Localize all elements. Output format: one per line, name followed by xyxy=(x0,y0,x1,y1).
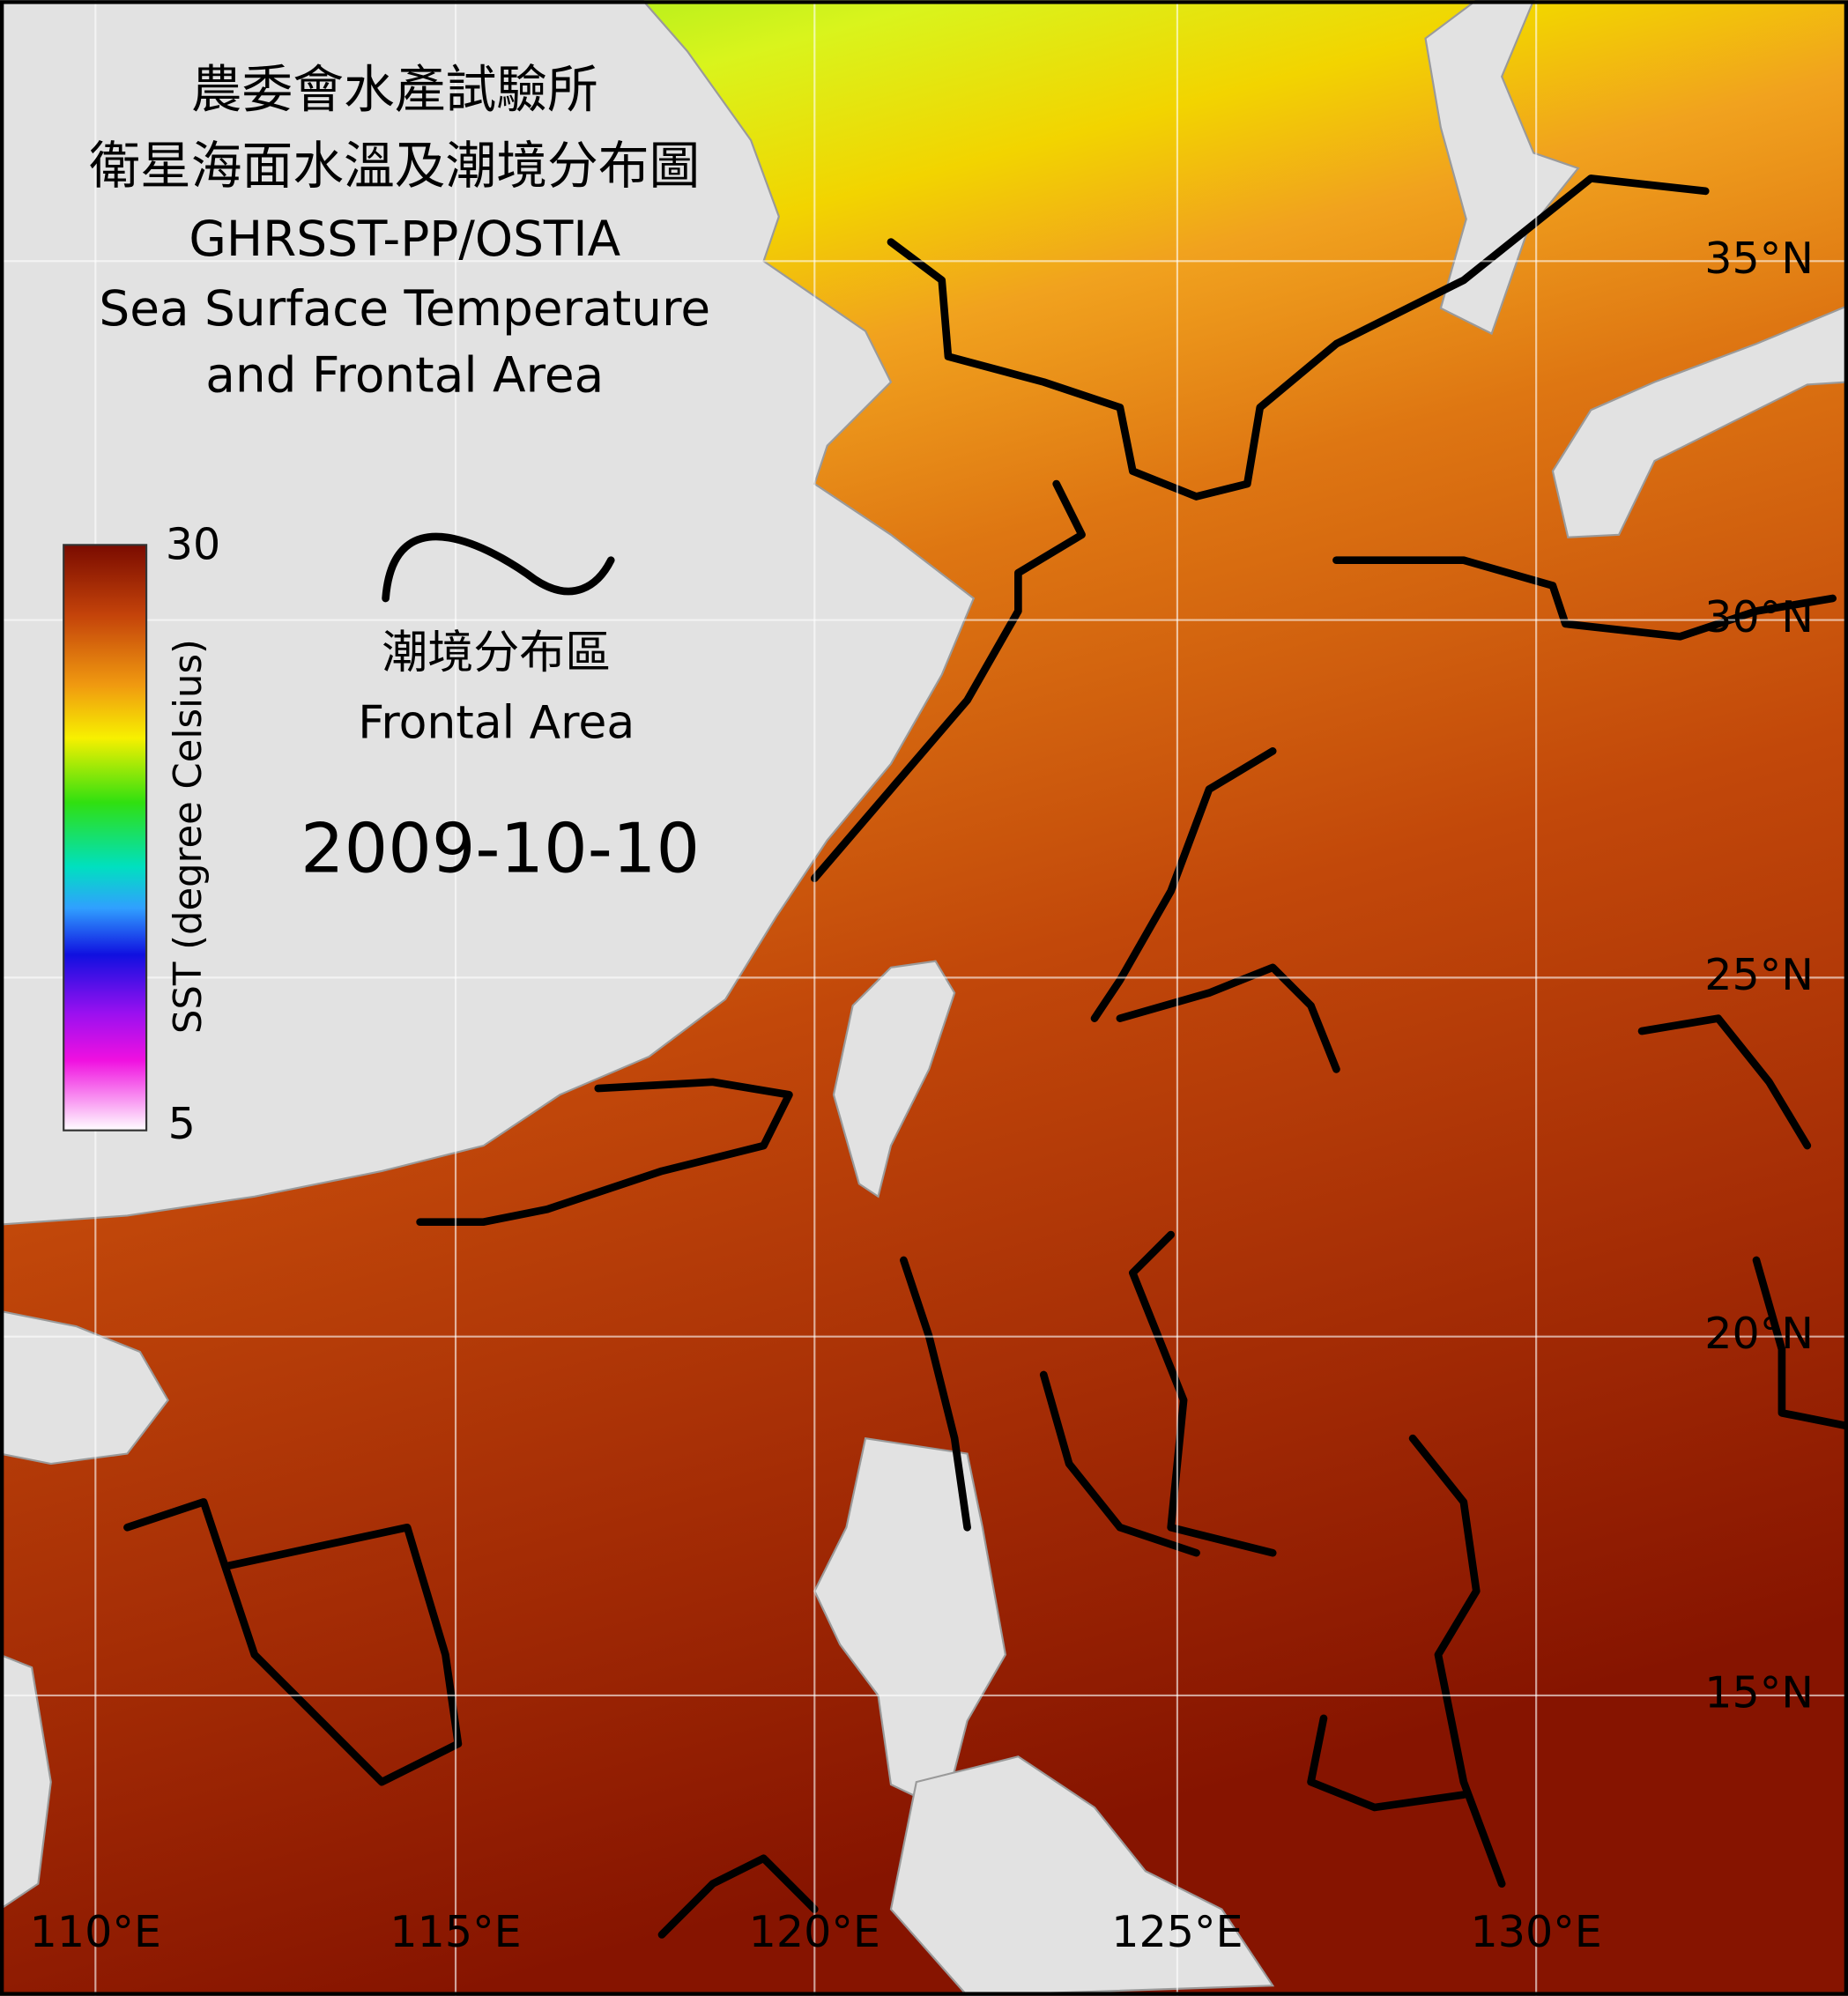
china-coast xyxy=(0,0,976,1226)
japan xyxy=(1551,304,1848,538)
title-line: 農委會水產試驗所 xyxy=(191,59,598,119)
front xyxy=(887,174,1710,501)
title-line: GHRSST-PP/OSTIA xyxy=(189,211,620,267)
front xyxy=(1408,1434,1506,1888)
front xyxy=(1332,556,1837,641)
colorbar xyxy=(63,544,148,1132)
lat-label: 20°N xyxy=(1704,1308,1814,1359)
legend-label-zh: 潮境分布區 xyxy=(382,627,611,679)
front xyxy=(1090,746,1277,1022)
front xyxy=(810,479,1086,883)
title-line: 衛星海面水溫及潮境分布圖 xyxy=(89,136,700,196)
legend-label-en: Frontal Area xyxy=(358,696,635,749)
frontal-lines xyxy=(123,174,1848,1939)
front xyxy=(1116,963,1340,1073)
indochina xyxy=(0,1653,52,1911)
title-line: and Frontal Area xyxy=(205,346,604,403)
lat-label: 35°N xyxy=(1704,233,1814,284)
lon-label: 110°E xyxy=(30,1906,161,1957)
lon-label: 125°E xyxy=(1111,1906,1243,1957)
colorbar-min: 5 xyxy=(168,1098,196,1149)
front xyxy=(1307,1714,1468,1812)
front xyxy=(1039,1370,1200,1557)
front xyxy=(657,1854,819,1939)
date: 2009-10-10 xyxy=(301,809,700,888)
front xyxy=(123,1498,463,1786)
lon-label: 130°E xyxy=(1471,1906,1602,1957)
front xyxy=(416,1078,793,1227)
taiwan xyxy=(832,960,956,1198)
korea xyxy=(1424,0,1580,336)
title-block: 農委會水產試驗所 衛星海面水溫及潮境分布圖 GHRSST-PP/OSTIA Se… xyxy=(89,59,710,403)
legend-line xyxy=(382,532,615,603)
front xyxy=(900,1256,971,1532)
lat-label: 30°N xyxy=(1704,591,1814,642)
front xyxy=(1129,1230,1277,1557)
colorbar-max: 30 xyxy=(166,519,220,570)
front xyxy=(1752,1256,1848,1430)
lat-label: 15°N xyxy=(1704,1666,1814,1718)
hainan xyxy=(0,1310,169,1465)
title-line: Sea Surface Temperature xyxy=(99,280,710,337)
front xyxy=(1637,1014,1812,1150)
lat-label: 25°N xyxy=(1704,949,1814,1000)
lon-label: 120°E xyxy=(749,1906,880,1957)
lon-label: 115°E xyxy=(390,1906,521,1957)
colorbar-label: SST (degree Celsius) xyxy=(167,639,211,1034)
